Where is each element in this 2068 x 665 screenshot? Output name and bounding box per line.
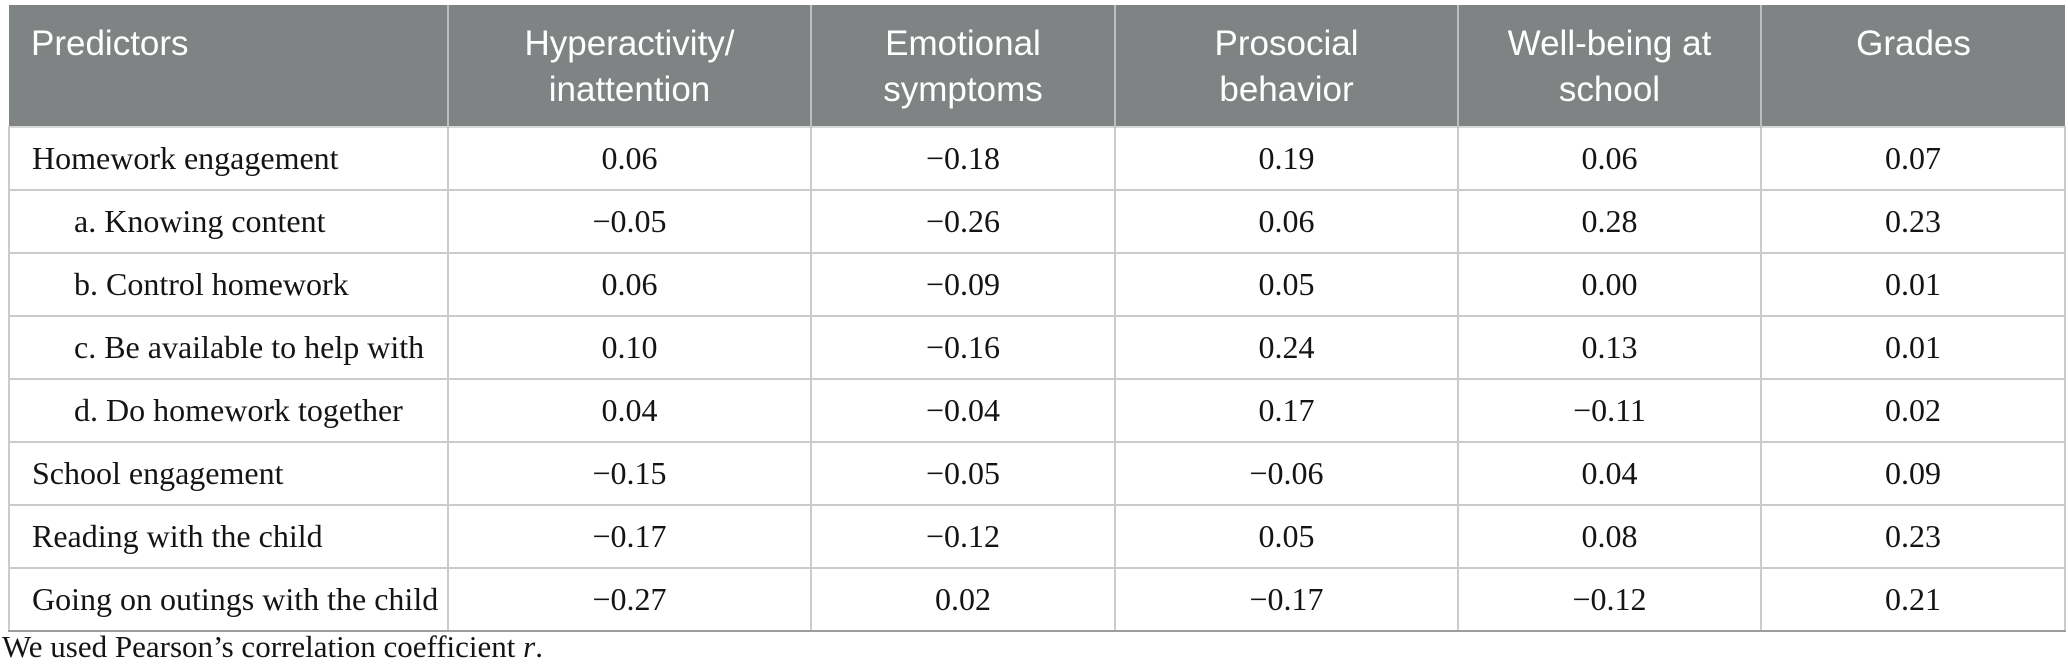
correlation-table-figure: Predictors Hyperactivity/ inattention Em… (8, 5, 2066, 632)
correlation-value: 0.05 (1114, 253, 1459, 317)
table-row-outings-with-child: Going on outings with the child −0.27 0.… (8, 568, 2066, 632)
correlation-value: 0.19 (1114, 126, 1459, 191)
correlation-value: 0.07 (1760, 126, 2066, 191)
row-label: Going on outings with the child (8, 568, 449, 632)
column-header-emotional-symptoms: Emotional symptoms (811, 5, 1116, 127)
table-row-homework-engagement: Homework engagement 0.06 −0.18 0.19 0.06… (8, 126, 2066, 191)
correlation-table: Predictors Hyperactivity/ inattention Em… (8, 5, 2066, 632)
correlation-value: −0.09 (810, 253, 1116, 317)
column-header-predictors: Predictors (9, 5, 449, 127)
correlation-value: 0.09 (1760, 442, 2066, 506)
footnote-text: We used Pearson’s correlation coefficien… (2, 629, 524, 664)
correlation-value: 0.06 (447, 253, 812, 317)
footnote-period: . (535, 629, 543, 664)
correlation-value: 0.02 (810, 568, 1116, 632)
correlation-value: −0.11 (1457, 379, 1762, 443)
row-label: b. Control homework (8, 253, 449, 317)
column-header-hyperactivity-inattention: Hyperactivity/ inattention (448, 5, 812, 127)
row-label: d. Do homework together (8, 379, 449, 443)
correlation-value: −0.26 (810, 190, 1116, 254)
column-header-prosocial-behavior: Prosocial behavior (1115, 5, 1459, 127)
column-header-label: Grades (1856, 24, 1971, 63)
column-header-label: Hyperactivity/ (524, 24, 735, 63)
correlation-value: 0.06 (1114, 190, 1459, 254)
correlation-value: 0.06 (447, 126, 812, 191)
row-label: School engagement (8, 442, 449, 506)
correlation-value: 0.10 (447, 316, 812, 380)
correlation-value: 0.01 (1760, 316, 2066, 380)
correlation-value: 0.24 (1114, 316, 1459, 380)
correlation-value: −0.18 (810, 126, 1116, 191)
correlation-value: 0.23 (1760, 505, 2066, 569)
correlation-value: 0.08 (1457, 505, 1762, 569)
table-header-row: Predictors Hyperactivity/ inattention Em… (9, 5, 2065, 127)
table-row-school-engagement: School engagement −0.15 −0.05 −0.06 0.04… (8, 442, 2066, 506)
table-row-control-homework: b. Control homework 0.06 −0.09 0.05 0.00… (8, 253, 2066, 317)
table-footnote: We used Pearson’s correlation coefficien… (2, 629, 543, 665)
column-header-grades: Grades (1761, 5, 2065, 127)
correlation-value: 0.04 (447, 379, 812, 443)
correlation-value: −0.12 (1457, 568, 1762, 632)
correlation-value: −0.12 (810, 505, 1116, 569)
correlation-value: −0.17 (1114, 568, 1459, 632)
correlation-value: −0.05 (810, 442, 1116, 506)
table-row-knowing-content: a. Knowing content −0.05 −0.26 0.06 0.28… (8, 190, 2066, 254)
column-header-label: Prosocial (1214, 24, 1359, 63)
correlation-value: −0.06 (1114, 442, 1459, 506)
correlation-value: −0.16 (810, 316, 1116, 380)
column-header-label: Well-being at (1507, 24, 1712, 63)
column-header-label: Predictors (31, 24, 189, 63)
correlation-value: 0.02 (1760, 379, 2066, 443)
table-row-reading-with-child: Reading with the child −0.17 −0.12 0.05 … (8, 505, 2066, 569)
correlation-value: −0.17 (447, 505, 812, 569)
correlation-value: 0.06 (1457, 126, 1762, 191)
column-header-wellbeing-at-school: Well-being at school (1458, 5, 1762, 127)
correlation-value: 0.01 (1760, 253, 2066, 317)
correlation-value: 0.13 (1457, 316, 1762, 380)
correlation-value: 0.05 (1114, 505, 1459, 569)
correlation-value: 0.23 (1760, 190, 2066, 254)
correlation-value: 0.00 (1457, 253, 1762, 317)
correlation-value: 0.17 (1114, 379, 1459, 443)
row-label: a. Knowing content (8, 190, 449, 254)
correlation-value: 0.04 (1457, 442, 1762, 506)
table-row-do-homework-together: d. Do homework together 0.04 −0.04 0.17 … (8, 379, 2066, 443)
correlation-value: 0.21 (1760, 568, 2066, 632)
column-header-label: Emotional (885, 24, 1041, 63)
row-label: c. Be available to help with (8, 316, 449, 380)
correlation-value: −0.05 (447, 190, 812, 254)
footnote-r-symbol: r (523, 629, 536, 664)
row-label: Homework engagement (8, 126, 449, 191)
correlation-value: −0.04 (810, 379, 1116, 443)
correlation-value: 0.28 (1457, 190, 1762, 254)
row-label: Reading with the child (8, 505, 449, 569)
correlation-value: −0.27 (447, 568, 812, 632)
correlation-value: −0.15 (447, 442, 812, 506)
table-row-be-available-to-help: c. Be available to help with 0.10 −0.16 … (8, 316, 2066, 380)
